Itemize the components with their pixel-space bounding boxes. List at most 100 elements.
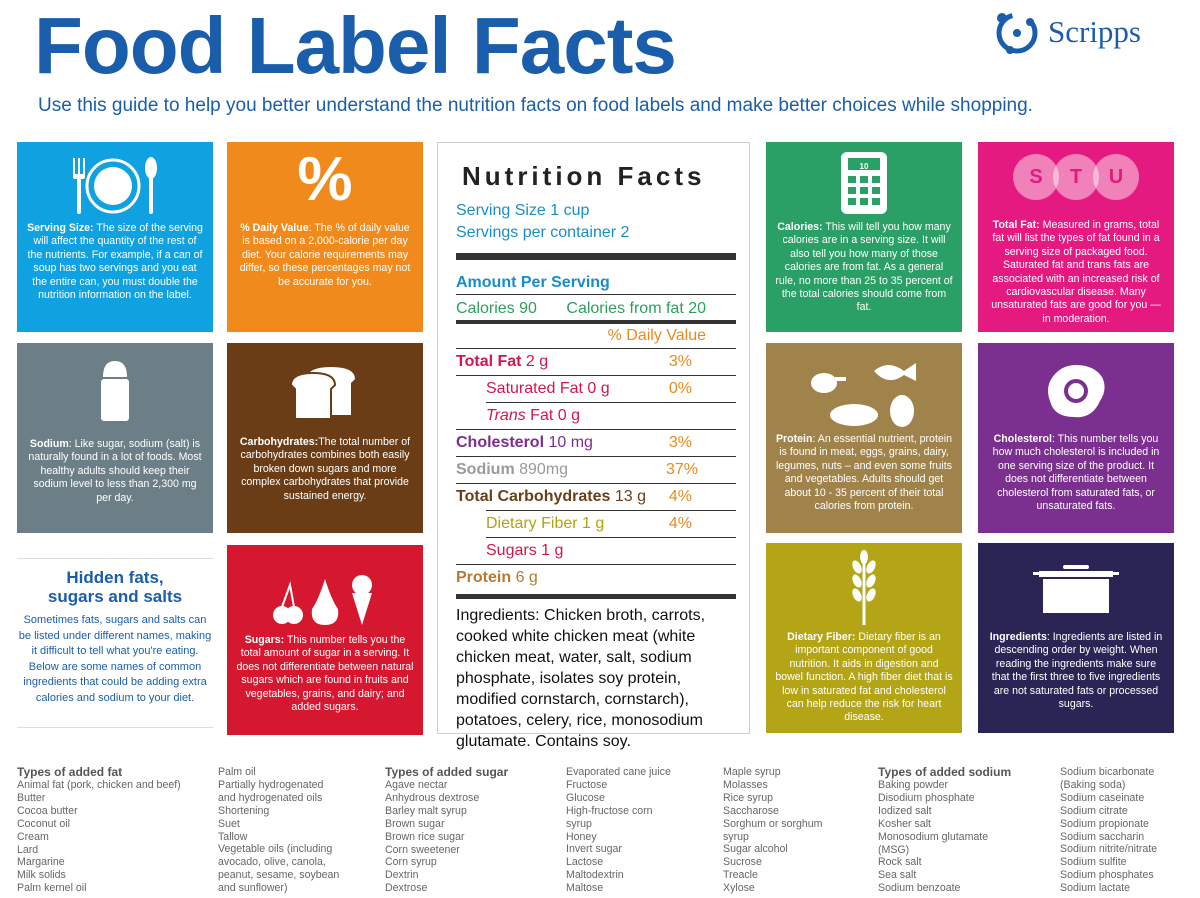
added-fat-list: Types of added fat Animal fat (pork, chi… xyxy=(17,766,181,895)
added-fat-list-2: Palm oil Partially hydrogenated and hydrog… xyxy=(218,766,339,895)
nutrient-amount: 10 mg xyxy=(544,434,593,451)
daily-value-heading: % Daily Value xyxy=(240,222,309,234)
list-item: (MSG) xyxy=(878,843,910,856)
dietary-fiber-text: Dietary fiber is an important component … xyxy=(775,631,953,724)
cholesterol-card: Cholesterol: This number tells you how m… xyxy=(978,343,1174,533)
total-fat-heading: Total Fat: xyxy=(992,219,1040,231)
list-item: and hydrogenated oils xyxy=(218,791,323,804)
bread-icon xyxy=(227,365,423,421)
total-fat-text: Measured in grams, total fat will list t… xyxy=(991,219,1161,325)
list-item: Margarine xyxy=(17,856,65,869)
list-item: High-fructose corn xyxy=(566,804,653,817)
list-item: Rock salt xyxy=(878,856,922,869)
list-item: Disodium phosphate xyxy=(878,791,975,804)
list-item: Cream xyxy=(17,830,49,843)
nutrient-dv: 4% xyxy=(668,488,692,505)
nutrient-label: Fat xyxy=(525,407,554,424)
list-item: Sodium benzoate xyxy=(878,882,961,895)
nutrient-amount: 890mg xyxy=(514,461,569,478)
scripps-logo[interactable]: Scripps xyxy=(990,6,1180,62)
calories-heading: Calories: xyxy=(777,221,823,233)
divider xyxy=(486,537,736,538)
list-item: Sea salt xyxy=(878,869,917,882)
list-item: Xylose xyxy=(723,882,755,895)
ingredients-card: Ingredients: Ingredients are listed in d… xyxy=(978,543,1174,733)
list-item: Suet xyxy=(218,817,240,830)
plate-fork-spoon-icon xyxy=(17,156,213,216)
nutrient-dv: 3% xyxy=(668,353,692,370)
nutrient-label: Sugars xyxy=(486,542,537,559)
divider xyxy=(456,294,736,295)
list-item: Saccharose xyxy=(723,804,779,817)
list-item: Molasses xyxy=(723,778,768,791)
divider xyxy=(456,429,736,430)
calculator-icon: 10 xyxy=(766,150,962,216)
list-item: Cocoa butter xyxy=(17,804,78,817)
wheat-icon xyxy=(766,549,962,627)
nutrient-label: Cholesterol xyxy=(456,434,545,451)
divider xyxy=(456,320,736,324)
cooking-pot-icon xyxy=(978,563,1174,615)
sodium-card: Sodium: Like sugar, sodium (salt) is nat… xyxy=(17,343,213,533)
total-fat-card: S T U Total Fat: Measured in grams, tota… xyxy=(978,142,1174,332)
nutrient-row-sugars: Sugars 1 g xyxy=(456,541,736,561)
list-item: Brown rice sugar xyxy=(385,830,465,843)
list-item: Treacle xyxy=(723,869,758,882)
protein-card: Protein: An essential nutrient, protein … xyxy=(766,343,962,533)
nutrient-dv: 4% xyxy=(668,515,692,532)
nutrient-dv: 37% xyxy=(665,461,698,478)
list-item: Iodized salt xyxy=(878,804,932,817)
added-sugar-list: Types of added sugar Agave nectar Anhydro… xyxy=(385,766,508,895)
list-item: Lactose xyxy=(566,856,604,869)
list-item: Corn syrup xyxy=(385,856,437,869)
list-item: Palm oil xyxy=(218,766,256,778)
nutrient-row-cholesterol: Cholesterol 10 mg 3% xyxy=(456,433,736,453)
added-sodium-list-2: Sodium bicarbonate (Baking soda) Sodium ca… xyxy=(1060,766,1157,895)
list-item: Sodium citrate xyxy=(1060,804,1128,817)
nutrient-row-total-carbohydrates: Total Carbohydrates 13 g 4% xyxy=(456,487,736,507)
hidden-fats-text: Sometimes fats, sugars and salts can be … xyxy=(18,614,212,704)
nutrition-facts-label: Nutrition Facts Serving Size 1 cup Servi… xyxy=(437,142,750,750)
nutrient-amount: 1 g xyxy=(536,542,564,559)
list-item: (Baking soda) xyxy=(1060,778,1126,791)
list-item: Animal fat (pork, chicken and beef) xyxy=(17,779,181,791)
divider xyxy=(486,402,736,403)
list-item: Rice syrup xyxy=(723,791,774,804)
serving-size-text: The size of the serving will affect the … xyxy=(27,222,203,302)
list-item: Shortening xyxy=(218,804,270,817)
nutrient-label: Total Fat xyxy=(456,353,522,370)
nutrient-label: Protein xyxy=(456,569,512,586)
list-item: Sodium saccharin xyxy=(1060,830,1145,843)
list-item: Sodium bicarbonate xyxy=(1060,766,1155,778)
list-item: Sodium caseinate xyxy=(1060,791,1145,804)
added-sodium-title: Types of added sodium xyxy=(878,765,1012,779)
nutrient-amount: 1 g xyxy=(577,515,605,532)
list-item: Baking powder xyxy=(878,779,949,791)
added-sugar-list-2: Evaporated cane juice Fructose Glucose High… xyxy=(566,766,671,895)
carbohydrates-text: The total number of carbohydrates combin… xyxy=(240,436,411,502)
nutrient-label: Saturated Fat xyxy=(486,380,583,397)
protein-heading: Protein xyxy=(775,433,813,445)
dietary-fiber-heading: Dietary Fiber: xyxy=(787,631,856,643)
ingredients-text: : Ingredients are listed in descending o… xyxy=(991,631,1163,711)
nutrient-label: Total Carbohydrates xyxy=(456,488,611,505)
list-item: Barley malt syrup xyxy=(385,804,467,817)
sugars-heading: Sugars: xyxy=(244,634,285,646)
scripps-logo-icon xyxy=(996,12,1038,54)
page-title: Food Label Facts xyxy=(34,1,677,90)
amount-per-serving: Amount Per Serving xyxy=(456,274,610,291)
divider xyxy=(456,348,736,349)
list-item: Palm kernel oil xyxy=(17,882,87,895)
divider xyxy=(486,510,736,511)
list-item: Sodium sulfite xyxy=(1060,856,1127,869)
logo-text: Scripps xyxy=(1048,14,1141,49)
ingredients-heading: Ingredients xyxy=(989,631,1047,643)
list-item: Agave nectar xyxy=(385,779,448,791)
list-item: syrup xyxy=(566,817,592,830)
sodium-heading: Sodium xyxy=(29,438,69,450)
cholesterol-text: : This number tells you how much cholest… xyxy=(992,433,1160,513)
cholesterol-heading: Cholesterol xyxy=(993,433,1052,445)
nutrient-row-dietary-fiber: Dietary Fiber 1 g 4% xyxy=(456,514,736,534)
protein-text: : An essential nutrient, protein is foun… xyxy=(775,433,953,513)
list-item: Coconut oil xyxy=(17,817,70,830)
